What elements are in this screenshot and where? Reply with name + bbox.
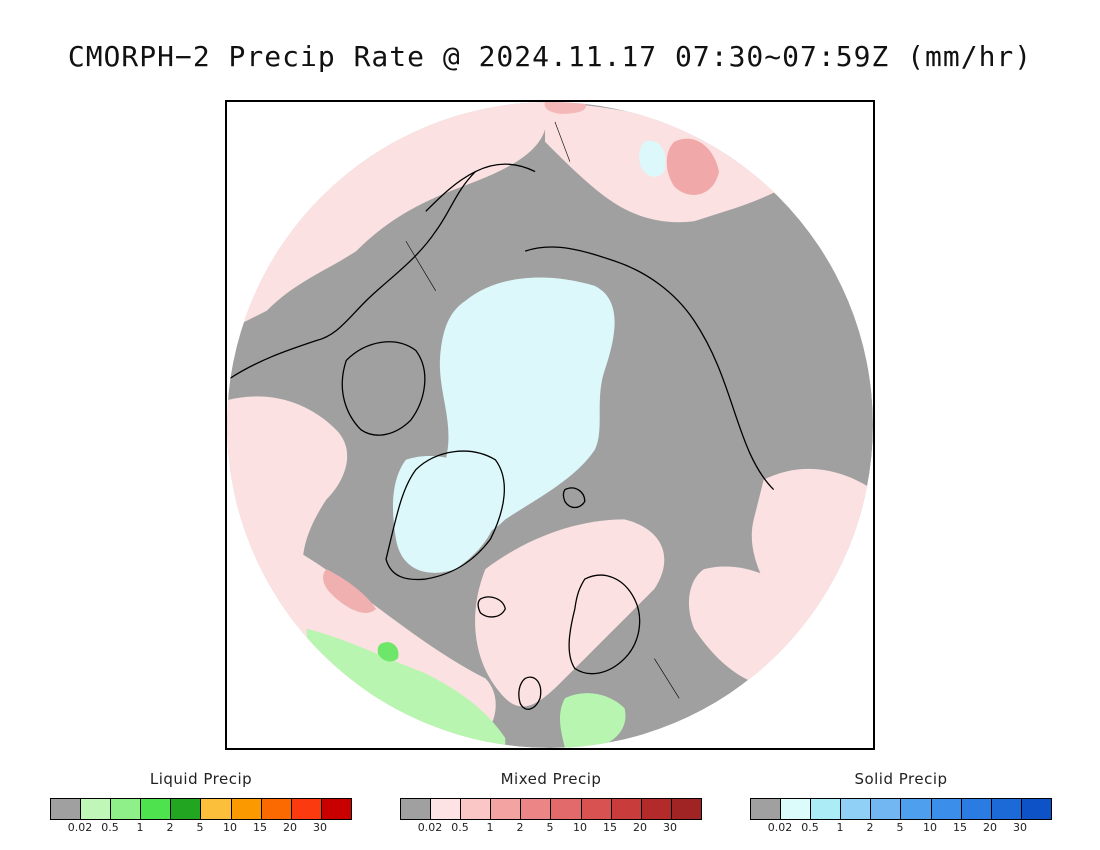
legend-solid-precip: Solid Precip 0.02 0.5 1 2 5 10 15 20 30 (750, 770, 1052, 835)
legend-swatch (231, 799, 262, 819)
legend-title: Liquid Precip (149, 770, 253, 788)
legend-swatch (51, 799, 82, 819)
legend-swatch (781, 799, 812, 819)
legend-swatch (171, 799, 202, 819)
liquid-heavy-patch (377, 642, 399, 662)
legend-tick: 15 (953, 821, 967, 834)
boundary-line (405, 240, 436, 291)
legend-tick: 20 (633, 821, 647, 834)
legend-tick: 0.02 (417, 821, 443, 834)
legend-tick: 10 (223, 821, 237, 834)
legend-tick: 2 (866, 821, 874, 834)
legend-tick: 2 (166, 821, 174, 834)
legend-tick: 1 (486, 821, 494, 834)
legend-swatch (841, 799, 872, 819)
solid-precip-region-northeast-siberia (639, 140, 666, 177)
liquid-precip-region-scandinavia (559, 693, 626, 748)
svalbard-coastline (562, 487, 586, 509)
north-america-coastline (227, 171, 476, 381)
legend-tick: 5 (896, 821, 904, 834)
liquid-precip-region-atlantic (306, 628, 506, 748)
scandinavia-coastline (568, 574, 641, 675)
canadian-archipelago-coastline (341, 341, 426, 436)
legend-swatch (581, 799, 612, 819)
legend-ticks: 0.02 0.5 1 2 5 10 15 20 30 (50, 821, 350, 835)
legend-mixed-precip: Mixed Precip 0.02 0.5 1 2 5 10 15 20 30 (400, 770, 702, 835)
legend-ticks: 0.02 0.5 1 2 5 10 15 20 30 (400, 821, 700, 835)
legend-swatch (961, 799, 992, 819)
legend-swatch (991, 799, 1022, 819)
legend-swatch (111, 799, 142, 819)
legend-tick: 20 (283, 821, 297, 834)
legend-swatch (901, 799, 932, 819)
mixed-heavy-patch-north (544, 102, 587, 114)
british-isles-coastline (518, 676, 542, 710)
legend-swatch (871, 799, 902, 819)
iceland-coastline (477, 596, 506, 618)
legend-swatch (931, 799, 962, 819)
legend-tick: 0.02 (67, 821, 93, 834)
legend-tick: 1 (136, 821, 144, 834)
legend-tick: 10 (573, 821, 587, 834)
chart-title: CMORPH−2 Precip Rate @ 2024.11.17 07:30~… (67, 40, 1033, 73)
legend-swatch (551, 799, 582, 819)
legend-tick: 15 (603, 821, 617, 834)
legend-title: Mixed Precip (500, 770, 602, 788)
legend-swatch (751, 799, 782, 819)
legend-swatches (400, 798, 702, 820)
legend-swatch (521, 799, 552, 819)
legend-swatch (611, 799, 642, 819)
legend-swatch (201, 799, 232, 819)
legend-swatches (750, 798, 1052, 820)
legend-ticks: 0.02 0.5 1 2 5 10 15 20 30 (750, 821, 1050, 835)
legend-liquid-precip: Liquid Precip 0.02 0.5 1 2 5 10 15 20 30 (50, 770, 352, 835)
mixed-heavy-patch-northeast (666, 138, 719, 195)
legend-title: Solid Precip (854, 770, 948, 788)
legend-swatch (1021, 799, 1051, 819)
legend-tick: 20 (983, 821, 997, 834)
legend-tick: 15 (253, 821, 267, 834)
legend-swatch (141, 799, 172, 819)
legend-swatch (811, 799, 842, 819)
legend-swatch (401, 799, 432, 819)
boundaries (405, 121, 680, 699)
boundary-line (654, 658, 680, 699)
legend-tick: 5 (196, 821, 204, 834)
legend-swatches (50, 798, 352, 820)
solid-precip-region-greenland (392, 456, 498, 573)
legend-tick: 0.02 (767, 821, 793, 834)
legend-swatch (291, 799, 322, 819)
legend-swatch (321, 799, 351, 819)
legend-swatch (461, 799, 492, 819)
legend-tick: 5 (546, 821, 554, 834)
legend-tick: 30 (1013, 821, 1027, 834)
legend-tick: 0.5 (801, 821, 819, 834)
legend-tick: 2 (516, 821, 524, 834)
legend-swatch (431, 799, 462, 819)
polar-map (227, 102, 873, 748)
legend-tick: 0.5 (451, 821, 469, 834)
legend-swatch (641, 799, 672, 819)
siberia-coastline (524, 246, 775, 491)
map-frame (225, 100, 875, 750)
mixed-heavy-patch-southwest (323, 569, 377, 613)
boundary-line (554, 121, 571, 162)
legend-swatch (671, 799, 701, 819)
greenland-coastline (385, 450, 505, 581)
legend-swatch (491, 799, 522, 819)
legend-tick: 30 (663, 821, 677, 834)
mixed-precip-region-south-central (475, 519, 665, 707)
legend-tick: 1 (836, 821, 844, 834)
legend-tick: 0.5 (101, 821, 119, 834)
coastlines (227, 163, 775, 710)
alaska-coastline (425, 163, 536, 212)
legend-tick: 10 (923, 821, 937, 834)
legend-swatch (81, 799, 112, 819)
legend-tick: 30 (313, 821, 327, 834)
legend-swatch (261, 799, 292, 819)
